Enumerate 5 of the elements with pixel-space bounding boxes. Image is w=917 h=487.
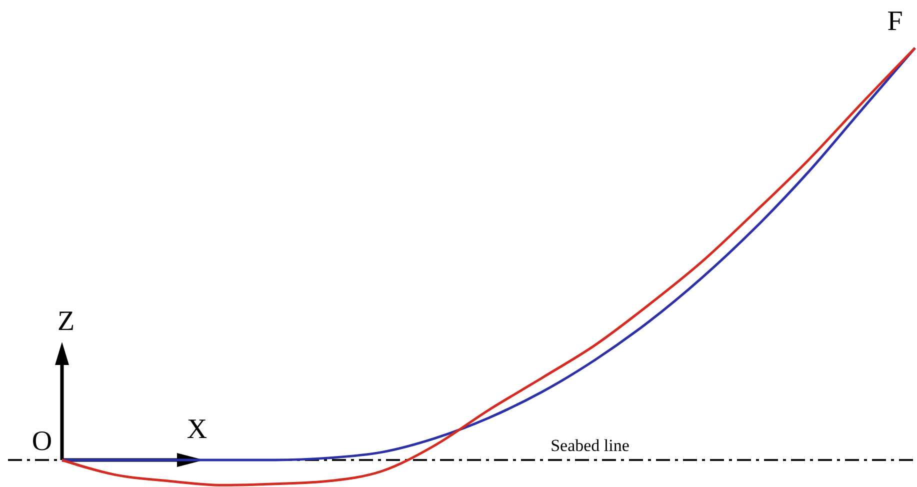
- annotation: Z: [57, 306, 75, 337]
- text: F: [887, 6, 903, 37]
- annotation: X: [186, 414, 208, 445]
- ref-line-label: Seabed line: [550, 436, 630, 455]
- annotation: O: [32, 426, 52, 457]
